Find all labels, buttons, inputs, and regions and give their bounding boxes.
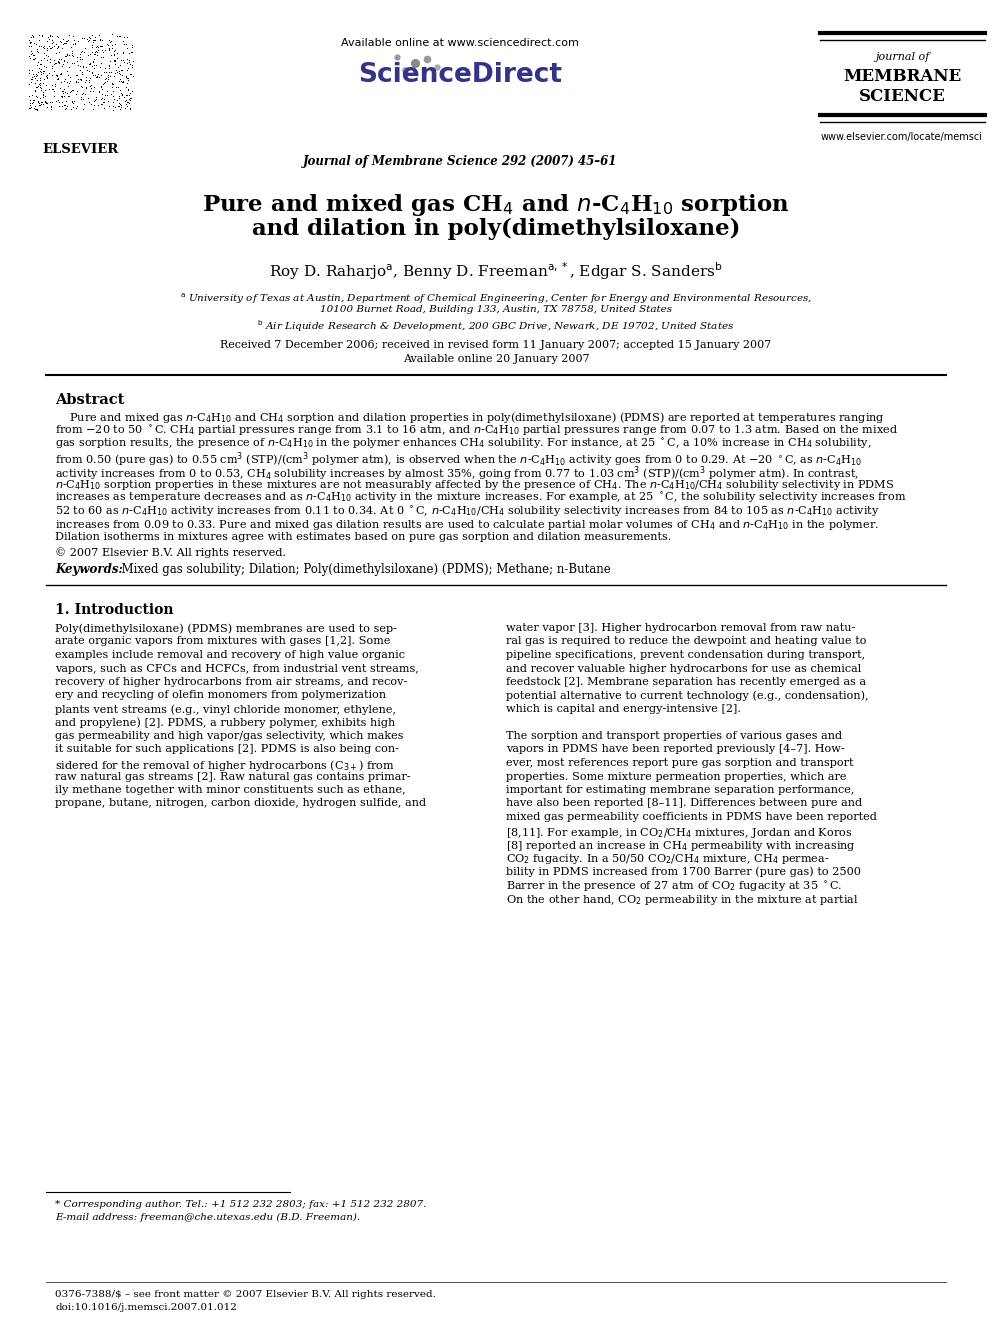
Text: mixed gas permeability coefficients in PDMS have been reported: mixed gas permeability coefficients in P… (506, 812, 877, 822)
Text: ily methane together with minor constituents such as ethane,: ily methane together with minor constitu… (55, 785, 406, 795)
Text: ScienceDirect: ScienceDirect (358, 62, 562, 89)
Text: Keywords:: Keywords: (55, 564, 123, 576)
Text: and propylene) [2]. PDMS, a rubbery polymer, exhibits high: and propylene) [2]. PDMS, a rubbery poly… (55, 717, 395, 728)
Text: SCIENCE: SCIENCE (858, 89, 945, 105)
Text: E-mail address: freeman@che.utexas.edu (B.D. Freeman).: E-mail address: freeman@che.utexas.edu (… (55, 1213, 360, 1222)
Text: gas sorption results, the presence of $n$-C$_4$H$_{10}$ in the polymer enhances : gas sorption results, the presence of $n… (55, 437, 872, 451)
Text: Journal of Membrane Science 292 (2007) 45–61: Journal of Membrane Science 292 (2007) 4… (303, 155, 617, 168)
Text: Pure and mixed gas $n$-C$_4$H$_{10}$ and CH$_4$ sorption and dilation properties: Pure and mixed gas $n$-C$_4$H$_{10}$ and… (55, 410, 885, 425)
Text: $^{\rm a}$ University of Texas at Austin, Department of Chemical Engineering, Ce: $^{\rm a}$ University of Texas at Austin… (180, 292, 812, 307)
Text: increases from 0.09 to 0.33. Pure and mixed gas dilation results are used to cal: increases from 0.09 to 0.33. Pure and mi… (55, 519, 879, 532)
Text: ral gas is required to reduce the dewpoint and heating value to: ral gas is required to reduce the dewpoi… (506, 636, 866, 647)
Text: activity increases from 0 to 0.53, CH$_4$ solubility increases by almost 35%, go: activity increases from 0 to 0.53, CH$_4… (55, 464, 859, 483)
Text: water vapor [3]. Higher hydrocarbon removal from raw natu-: water vapor [3]. Higher hydrocarbon remo… (506, 623, 855, 632)
Text: 10100 Burnet Road, Building 133, Austin, TX 78758, United States: 10100 Burnet Road, Building 133, Austin,… (320, 306, 672, 314)
Text: 0376-7388/$ – see front matter © 2007 Elsevier B.V. All rights reserved.: 0376-7388/$ – see front matter © 2007 El… (55, 1290, 435, 1299)
Text: arate organic vapors from mixtures with gases [1,2]. Some: arate organic vapors from mixtures with … (55, 636, 391, 647)
Text: www.elsevier.com/locate/memsci: www.elsevier.com/locate/memsci (821, 132, 983, 142)
Text: potential alternative to current technology (e.g., condensation),: potential alternative to current technol… (506, 691, 869, 701)
Text: vapors, such as CFCs and HCFCs, from industrial vent streams,: vapors, such as CFCs and HCFCs, from ind… (55, 664, 419, 673)
Text: properties. Some mixture permeation properties, which are: properties. Some mixture permeation prop… (506, 771, 846, 782)
Text: $^{\rm b}$ Air Liquide Research & Development, 200 GBC Drive, Newark, DE 19702, : $^{\rm b}$ Air Liquide Research & Develo… (257, 318, 735, 333)
Text: $n$-C$_4$H$_{10}$ sorption properties in these mixtures are not measurably affec: $n$-C$_4$H$_{10}$ sorption properties in… (55, 478, 895, 492)
Text: [8,11]. For example, in CO$_2$/CH$_4$ mixtures, Jordan and Koros: [8,11]. For example, in CO$_2$/CH$_4$ mi… (506, 826, 852, 840)
Text: bility in PDMS increased from 1700 Barrer (pure gas) to 2500: bility in PDMS increased from 1700 Barre… (506, 867, 861, 877)
Text: Dilation isotherms in mixtures agree with estimates based on pure gas sorption a: Dilation isotherms in mixtures agree wit… (55, 532, 672, 541)
Text: doi:10.1016/j.memsci.2007.01.012: doi:10.1016/j.memsci.2007.01.012 (55, 1303, 237, 1312)
Text: it suitable for such applications [2]. PDMS is also being con-: it suitable for such applications [2]. P… (55, 745, 399, 754)
Text: journal of: journal of (875, 52, 930, 62)
Text: Mixed gas solubility; Dilation; Poly(dimethylsiloxane) (PDMS); Methane; n-Butane: Mixed gas solubility; Dilation; Poly(dim… (114, 564, 611, 576)
Text: ever, most references report pure gas sorption and transport: ever, most references report pure gas so… (506, 758, 853, 767)
Text: Abstract: Abstract (55, 393, 124, 407)
Text: and recover valuable higher hydrocarbons for use as chemical: and recover valuable higher hydrocarbons… (506, 664, 861, 673)
Text: MEMBRANE: MEMBRANE (843, 67, 961, 85)
Text: which is capital and energy-intensive [2].: which is capital and energy-intensive [2… (506, 704, 741, 714)
Text: important for estimating membrane separation performance,: important for estimating membrane separa… (506, 785, 854, 795)
Text: pipeline specifications, prevent condensation during transport,: pipeline specifications, prevent condens… (506, 650, 865, 660)
Text: 52 to 60 as $n$-C$_4$H$_{10}$ activity increases from 0.11 to 0.34. At 0 $^\circ: 52 to 60 as $n$-C$_4$H$_{10}$ activity i… (55, 504, 880, 519)
Text: ELSEVIER: ELSEVIER (42, 143, 118, 156)
Text: from $-$20 to 50 $^\circ$C. CH$_4$ partial pressures range from 3.1 to 16 atm, a: from $-$20 to 50 $^\circ$C. CH$_4$ parti… (55, 423, 898, 438)
Text: sidered for the removal of higher hydrocarbons (C$_{3+}$) from: sidered for the removal of higher hydroc… (55, 758, 395, 773)
Text: examples include removal and recovery of high value organic: examples include removal and recovery of… (55, 650, 405, 660)
Text: Roy D. Raharjo$^{\rm a}$, Benny D. Freeman$^{\rm a,*}$, Edgar S. Sanders$^{\rm b: Roy D. Raharjo$^{\rm a}$, Benny D. Freem… (269, 261, 723, 282)
Text: Received 7 December 2006; received in revised form 11 January 2007; accepted 15 : Received 7 December 2006; received in re… (220, 340, 772, 351)
Text: recovery of higher hydrocarbons from air streams, and recov-: recovery of higher hydrocarbons from air… (55, 677, 408, 687)
Text: increases as temperature decreases and as $n$-C$_4$H$_{10}$ activity in the mixt: increases as temperature decreases and a… (55, 491, 907, 505)
Text: ery and recycling of olefin monomers from polymerization: ery and recycling of olefin monomers fro… (55, 691, 386, 700)
Text: The sorption and transport properties of various gases and: The sorption and transport properties of… (506, 732, 842, 741)
Text: [8] reported an increase in CH$_4$ permeability with increasing: [8] reported an increase in CH$_4$ perme… (506, 839, 856, 853)
Text: * Corresponding author. Tel.: +1 512 232 2803; fax: +1 512 232 2807.: * Corresponding author. Tel.: +1 512 232… (55, 1200, 427, 1209)
Text: propane, butane, nitrogen, carbon dioxide, hydrogen sulfide, and: propane, butane, nitrogen, carbon dioxid… (55, 799, 427, 808)
Text: raw natural gas streams [2]. Raw natural gas contains primar-: raw natural gas streams [2]. Raw natural… (55, 771, 411, 782)
Text: feedstock [2]. Membrane separation has recently emerged as a: feedstock [2]. Membrane separation has r… (506, 677, 866, 687)
Text: Barrer in the presence of 27 atm of CO$_2$ fugacity at 35 $^\circ$C.: Barrer in the presence of 27 atm of CO$_… (506, 880, 842, 893)
Text: gas permeability and high vapor/gas selectivity, which makes: gas permeability and high vapor/gas sele… (55, 732, 404, 741)
Text: plants vent streams (e.g., vinyl chloride monomer, ethylene,: plants vent streams (e.g., vinyl chlorid… (55, 704, 396, 714)
Text: from 0.50 (pure gas) to 0.55 cm$^3$ (STP)/(cm$^3$ polymer atm), is observed when: from 0.50 (pure gas) to 0.55 cm$^3$ (STP… (55, 451, 862, 470)
Text: Available online at www.sciencedirect.com: Available online at www.sciencedirect.co… (341, 38, 579, 48)
Text: and dilation in poly(dimethylsiloxane): and dilation in poly(dimethylsiloxane) (252, 218, 740, 239)
Text: Poly(dimethylsiloxane) (PDMS) membranes are used to sep-: Poly(dimethylsiloxane) (PDMS) membranes … (55, 623, 397, 634)
Text: CO$_2$ fugacity. In a 50/50 CO$_2$/CH$_4$ mixture, CH$_4$ permea-: CO$_2$ fugacity. In a 50/50 CO$_2$/CH$_4… (506, 852, 829, 867)
Text: © 2007 Elsevier B.V. All rights reserved.: © 2007 Elsevier B.V. All rights reserved… (55, 546, 286, 558)
Text: have also been reported [8–11]. Differences between pure and: have also been reported [8–11]. Differen… (506, 799, 862, 808)
Text: On the other hand, CO$_2$ permeability in the mixture at partial: On the other hand, CO$_2$ permeability i… (506, 893, 859, 908)
Text: vapors in PDMS have been reported previously [4–7]. How-: vapors in PDMS have been reported previo… (506, 745, 844, 754)
Text: Available online 20 January 2007: Available online 20 January 2007 (403, 355, 589, 364)
Text: Pure and mixed gas CH$_4$ and $n$-C$_4$H$_{10}$ sorption: Pure and mixed gas CH$_4$ and $n$-C$_4$H… (202, 192, 790, 218)
Text: 1. Introduction: 1. Introduction (55, 603, 174, 617)
